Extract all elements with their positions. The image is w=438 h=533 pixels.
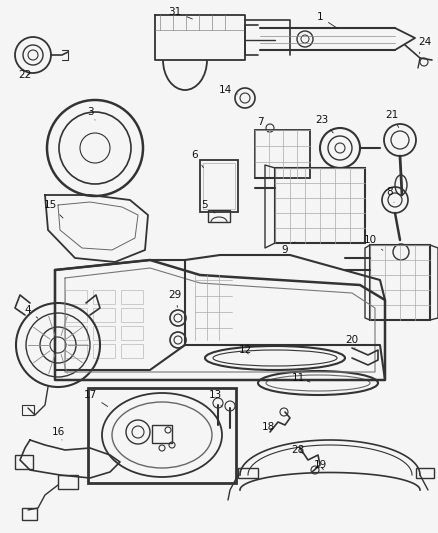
Text: 15: 15: [43, 200, 63, 218]
Text: 6: 6: [192, 150, 204, 168]
Text: 19: 19: [313, 460, 327, 470]
Bar: [208, 210, 230, 222]
Bar: [275, 168, 365, 243]
Text: 29: 29: [168, 290, 182, 307]
Text: 21: 21: [385, 110, 399, 127]
Bar: [88, 388, 236, 483]
Bar: [238, 468, 258, 478]
Text: 24: 24: [418, 37, 431, 53]
Text: 23: 23: [315, 115, 333, 133]
Text: 16: 16: [51, 427, 65, 440]
Text: 13: 13: [208, 390, 222, 407]
Text: 18: 18: [261, 422, 275, 432]
Text: 14: 14: [219, 85, 237, 95]
Bar: [200, 160, 238, 212]
Bar: [121, 344, 143, 358]
Bar: [58, 475, 78, 489]
Text: 3: 3: [87, 107, 95, 120]
Bar: [22, 508, 37, 520]
Bar: [203, 163, 235, 209]
Bar: [93, 290, 115, 304]
Text: 22: 22: [18, 70, 32, 80]
Text: 17: 17: [83, 390, 108, 407]
Bar: [370, 245, 430, 320]
Bar: [121, 308, 143, 322]
Bar: [255, 130, 310, 178]
Text: 4: 4: [25, 305, 38, 318]
Bar: [65, 326, 87, 340]
Text: 11: 11: [291, 373, 310, 383]
Bar: [65, 290, 87, 304]
Bar: [22, 405, 34, 415]
Text: 28: 28: [291, 445, 304, 455]
Text: 8: 8: [387, 187, 394, 203]
Bar: [152, 425, 172, 443]
Text: 20: 20: [346, 335, 359, 348]
Bar: [93, 326, 115, 340]
Bar: [121, 290, 143, 304]
Text: 5: 5: [201, 200, 215, 213]
Bar: [65, 308, 87, 322]
Text: 12: 12: [238, 345, 251, 355]
Text: 9: 9: [282, 242, 295, 255]
Text: 1: 1: [317, 12, 338, 28]
Text: 10: 10: [364, 235, 383, 251]
Bar: [121, 326, 143, 340]
Bar: [93, 308, 115, 322]
Bar: [65, 344, 87, 358]
Bar: [15, 455, 33, 469]
Text: 7: 7: [257, 117, 268, 132]
Bar: [416, 468, 434, 478]
Bar: [93, 344, 115, 358]
Text: 31: 31: [168, 7, 192, 19]
